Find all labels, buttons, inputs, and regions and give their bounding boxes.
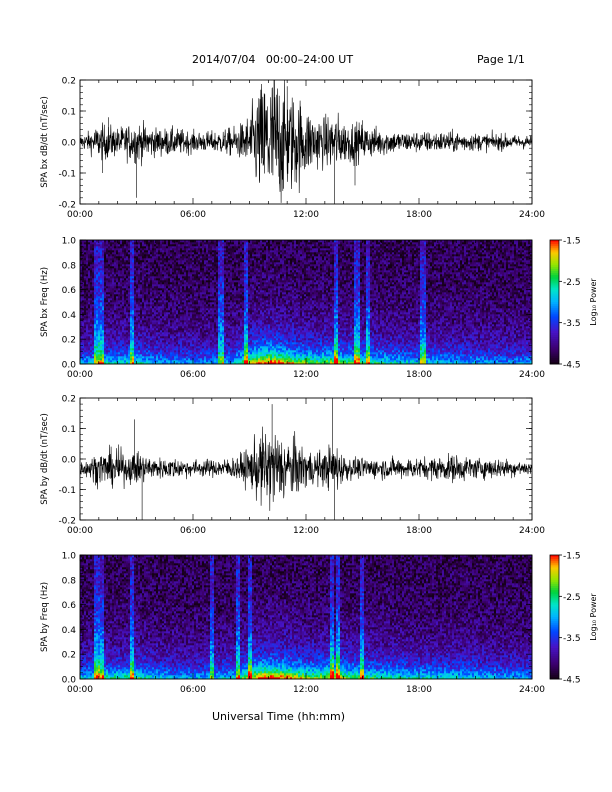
x-tick-label: 00:00 [67,210,93,220]
y-tick-label: 0.2 [62,77,76,87]
colorbar-tick-label: -3.5 [563,319,581,329]
y-tick-label: 0.2 [62,395,76,405]
series-line [80,398,532,520]
x-tick-label: 00:00 [67,685,93,695]
colorbar-tick-label: -2.5 [563,278,581,288]
x-tick-label: 06:00 [180,370,206,380]
y-tick-label: 0.8 [62,261,77,271]
x-tick-label: 24:00 [519,210,545,220]
y-tick-label: 0.4 [62,311,77,321]
colorbar-label: Log₁₀ Power [589,278,598,326]
x-tick-label: 18:00 [406,210,432,220]
y-tick-label: 0.0 [62,139,77,149]
y-tick-label: 0.0 [62,456,77,466]
colorbar [550,240,562,364]
colorbar-label: Log₁₀ Power [589,593,598,641]
y-axis-label: SPA by dB/dt (nT/sec) [40,413,50,505]
x-tick-label: 00:00 [67,370,93,380]
y-tick-label: 0.2 [62,336,76,346]
x-tick-label: 12:00 [293,685,319,695]
x-tick-label: 18:00 [406,526,432,536]
y-tick-label: 0.2 [62,651,76,661]
heatmap-cells [80,555,532,679]
x-tick-label: 00:00 [67,526,93,536]
x-tick-label: 06:00 [180,526,206,536]
x-tick-label: 12:00 [293,370,319,380]
x-tick-label: 06:00 [180,210,206,220]
heatmap-cells [80,240,532,364]
colorbar-tick-label: -2.5 [563,593,581,603]
y-axis-label: SPA bx Freq (Hz) [40,267,50,337]
y-axis-label: SPA by Freq (Hz) [40,582,50,652]
panel-2 [80,240,562,364]
y-tick-label: 0.1 [62,425,76,435]
colorbar-tick-label: -3.5 [563,634,581,644]
colorbar-tick-label: -4.5 [563,361,581,371]
series-line [80,80,532,204]
y-tick-label: 0.6 [62,286,77,296]
panel-1 [80,80,532,204]
x-tick-label: 24:00 [519,526,545,536]
panel-3 [80,398,532,520]
panel-4 [80,555,562,679]
colorbar [550,555,562,679]
x-tick-label: 18:00 [406,370,432,380]
y-tick-label: -0.2 [58,517,76,527]
y-tick-label: -0.2 [58,201,76,211]
y-tick-label: 0.0 [62,361,77,371]
y-tick-label: 0.1 [62,108,76,118]
x-tick-label: 24:00 [519,685,545,695]
x-tick-label: 12:00 [293,210,319,220]
y-tick-label: -0.1 [58,170,76,180]
plot-frame [80,398,532,520]
x-tick-label: 24:00 [519,370,545,380]
y-tick-label: 0.8 [62,576,77,586]
colorbar-tick-label: -1.5 [563,552,581,562]
x-tick-label: 06:00 [180,685,206,695]
x-tick-label: 12:00 [293,526,319,536]
y-tick-label: -0.1 [58,486,76,496]
y-tick-label: 0.0 [62,676,77,686]
x-tick-label: 18:00 [406,685,432,695]
colorbar-tick-label: -4.5 [563,676,581,686]
y-axis-label: SPA bx dB/dt (nT/sec) [40,96,50,188]
y-tick-label: 1.0 [62,237,77,247]
y-tick-label: 0.4 [62,626,77,636]
x-axis-title: Universal Time (hh:mm) [212,710,345,723]
colorbar-tick-label: -1.5 [563,237,581,247]
y-tick-label: 0.6 [62,601,77,611]
y-tick-label: 1.0 [62,552,77,562]
